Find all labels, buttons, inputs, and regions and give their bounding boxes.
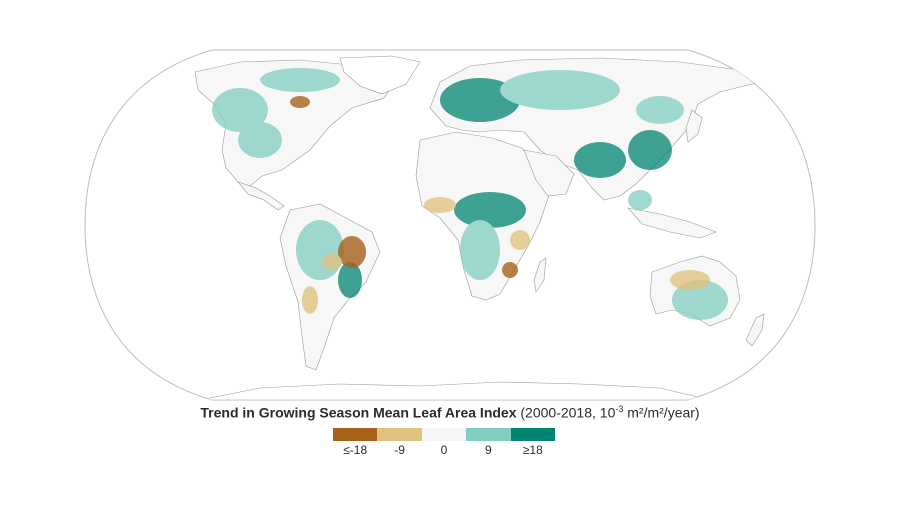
legend-title-exponent: -3 [615, 404, 624, 414]
legend: Trend in Growing Season Mean Leaf Area I… [0, 404, 900, 457]
madagascar [533, 257, 547, 293]
world-map [84, 49, 816, 401]
central-america [237, 181, 285, 211]
legend-tick-labels: ≤-18 -9 0 9 ≥18 [333, 443, 555, 461]
legend-tick-1: -9 [394, 443, 405, 457]
legend-title-period: (2000-2018, 10 [520, 404, 616, 421]
legend-tick-4: ≥18 [522, 443, 543, 457]
southeast-asia-islands [627, 207, 717, 239]
arabia [523, 149, 575, 197]
new-zealand [745, 313, 765, 347]
legend-swatch-strong-greening [510, 428, 556, 441]
legend-tick-0: ≤-18 [343, 443, 368, 457]
legend-swatch-no-change [421, 428, 467, 441]
legend-tick-2: 0 [440, 443, 448, 457]
map-svg [84, 49, 816, 401]
legend-swatch-browning [377, 428, 422, 441]
legend-title-main: Trend in Growing Season Mean Leaf Area I… [200, 404, 517, 421]
legend-swatch-strong-browning [333, 428, 378, 441]
japan [685, 109, 703, 143]
legend-swatch-greening [466, 428, 511, 441]
browning-patches [290, 96, 710, 314]
legend-color-bar [333, 428, 556, 441]
greenland [339, 55, 421, 95]
antarctica [199, 381, 711, 400]
legend-title: Trend in Growing Season Mean Leaf Area I… [0, 404, 900, 421]
greening-patches [212, 68, 728, 320]
legend-title-units: m²/m²/year) [623, 404, 700, 421]
legend-tick-3: 9 [485, 443, 492, 457]
